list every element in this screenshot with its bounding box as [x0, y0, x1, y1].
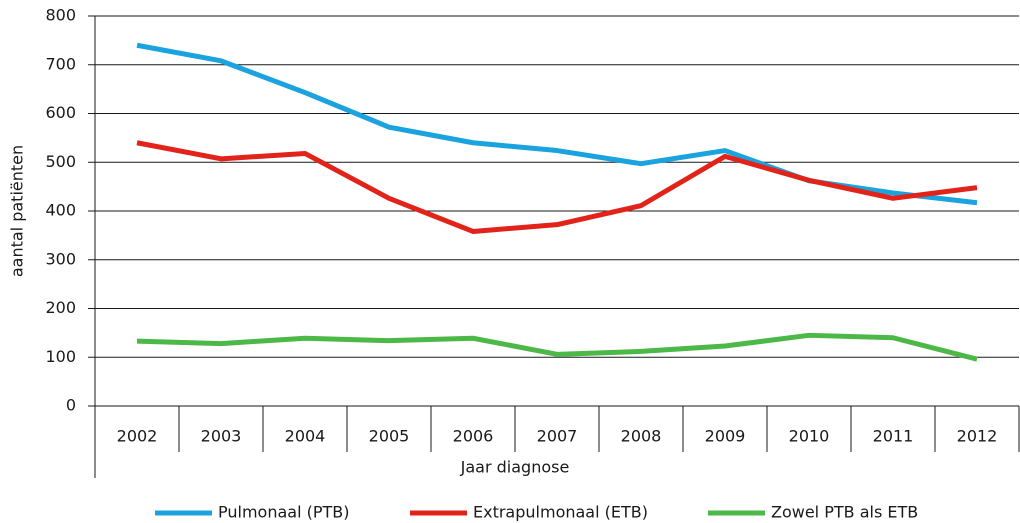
x-tick-label: 2008 [621, 427, 662, 446]
y-tick-label: 600 [45, 103, 76, 122]
line [136, 332, 978, 362]
line [136, 42, 978, 206]
y-tick-label: 700 [45, 54, 76, 73]
y-tick-label: 400 [45, 201, 76, 220]
x-tick-label: 2007 [537, 427, 578, 446]
y-axis-label: aantal patiënten [8, 145, 27, 277]
y-tick-label: 200 [45, 298, 76, 317]
legend-label: Zowel PTB als ETB [771, 503, 918, 522]
x-axis-label: Jaar diagnose [460, 458, 570, 477]
x-tick-label: 2012 [957, 427, 998, 446]
line [136, 140, 978, 234]
x-tick-label: 2002 [117, 427, 158, 446]
legend-label: Pulmonaal (PTB) [218, 503, 350, 522]
y-tick-label: 800 [45, 6, 76, 25]
y-tick-label: 500 [45, 152, 76, 171]
x-tick-label: 2003 [201, 427, 242, 446]
y-tick-label: 100 [45, 347, 76, 366]
y-tick-label: 300 [45, 249, 76, 268]
x-tick-label: 2010 [789, 427, 830, 446]
x-tick-label: 2004 [285, 427, 326, 446]
x-tick-label: 2011 [873, 427, 914, 446]
x-tick-label: 2009 [705, 427, 746, 446]
y-tick-label: 0 [66, 396, 76, 415]
x-tick-label: 2005 [369, 427, 410, 446]
legend-label: Extrapulmonaal (ETB) [473, 503, 648, 522]
x-tick-label: 2006 [453, 427, 494, 446]
